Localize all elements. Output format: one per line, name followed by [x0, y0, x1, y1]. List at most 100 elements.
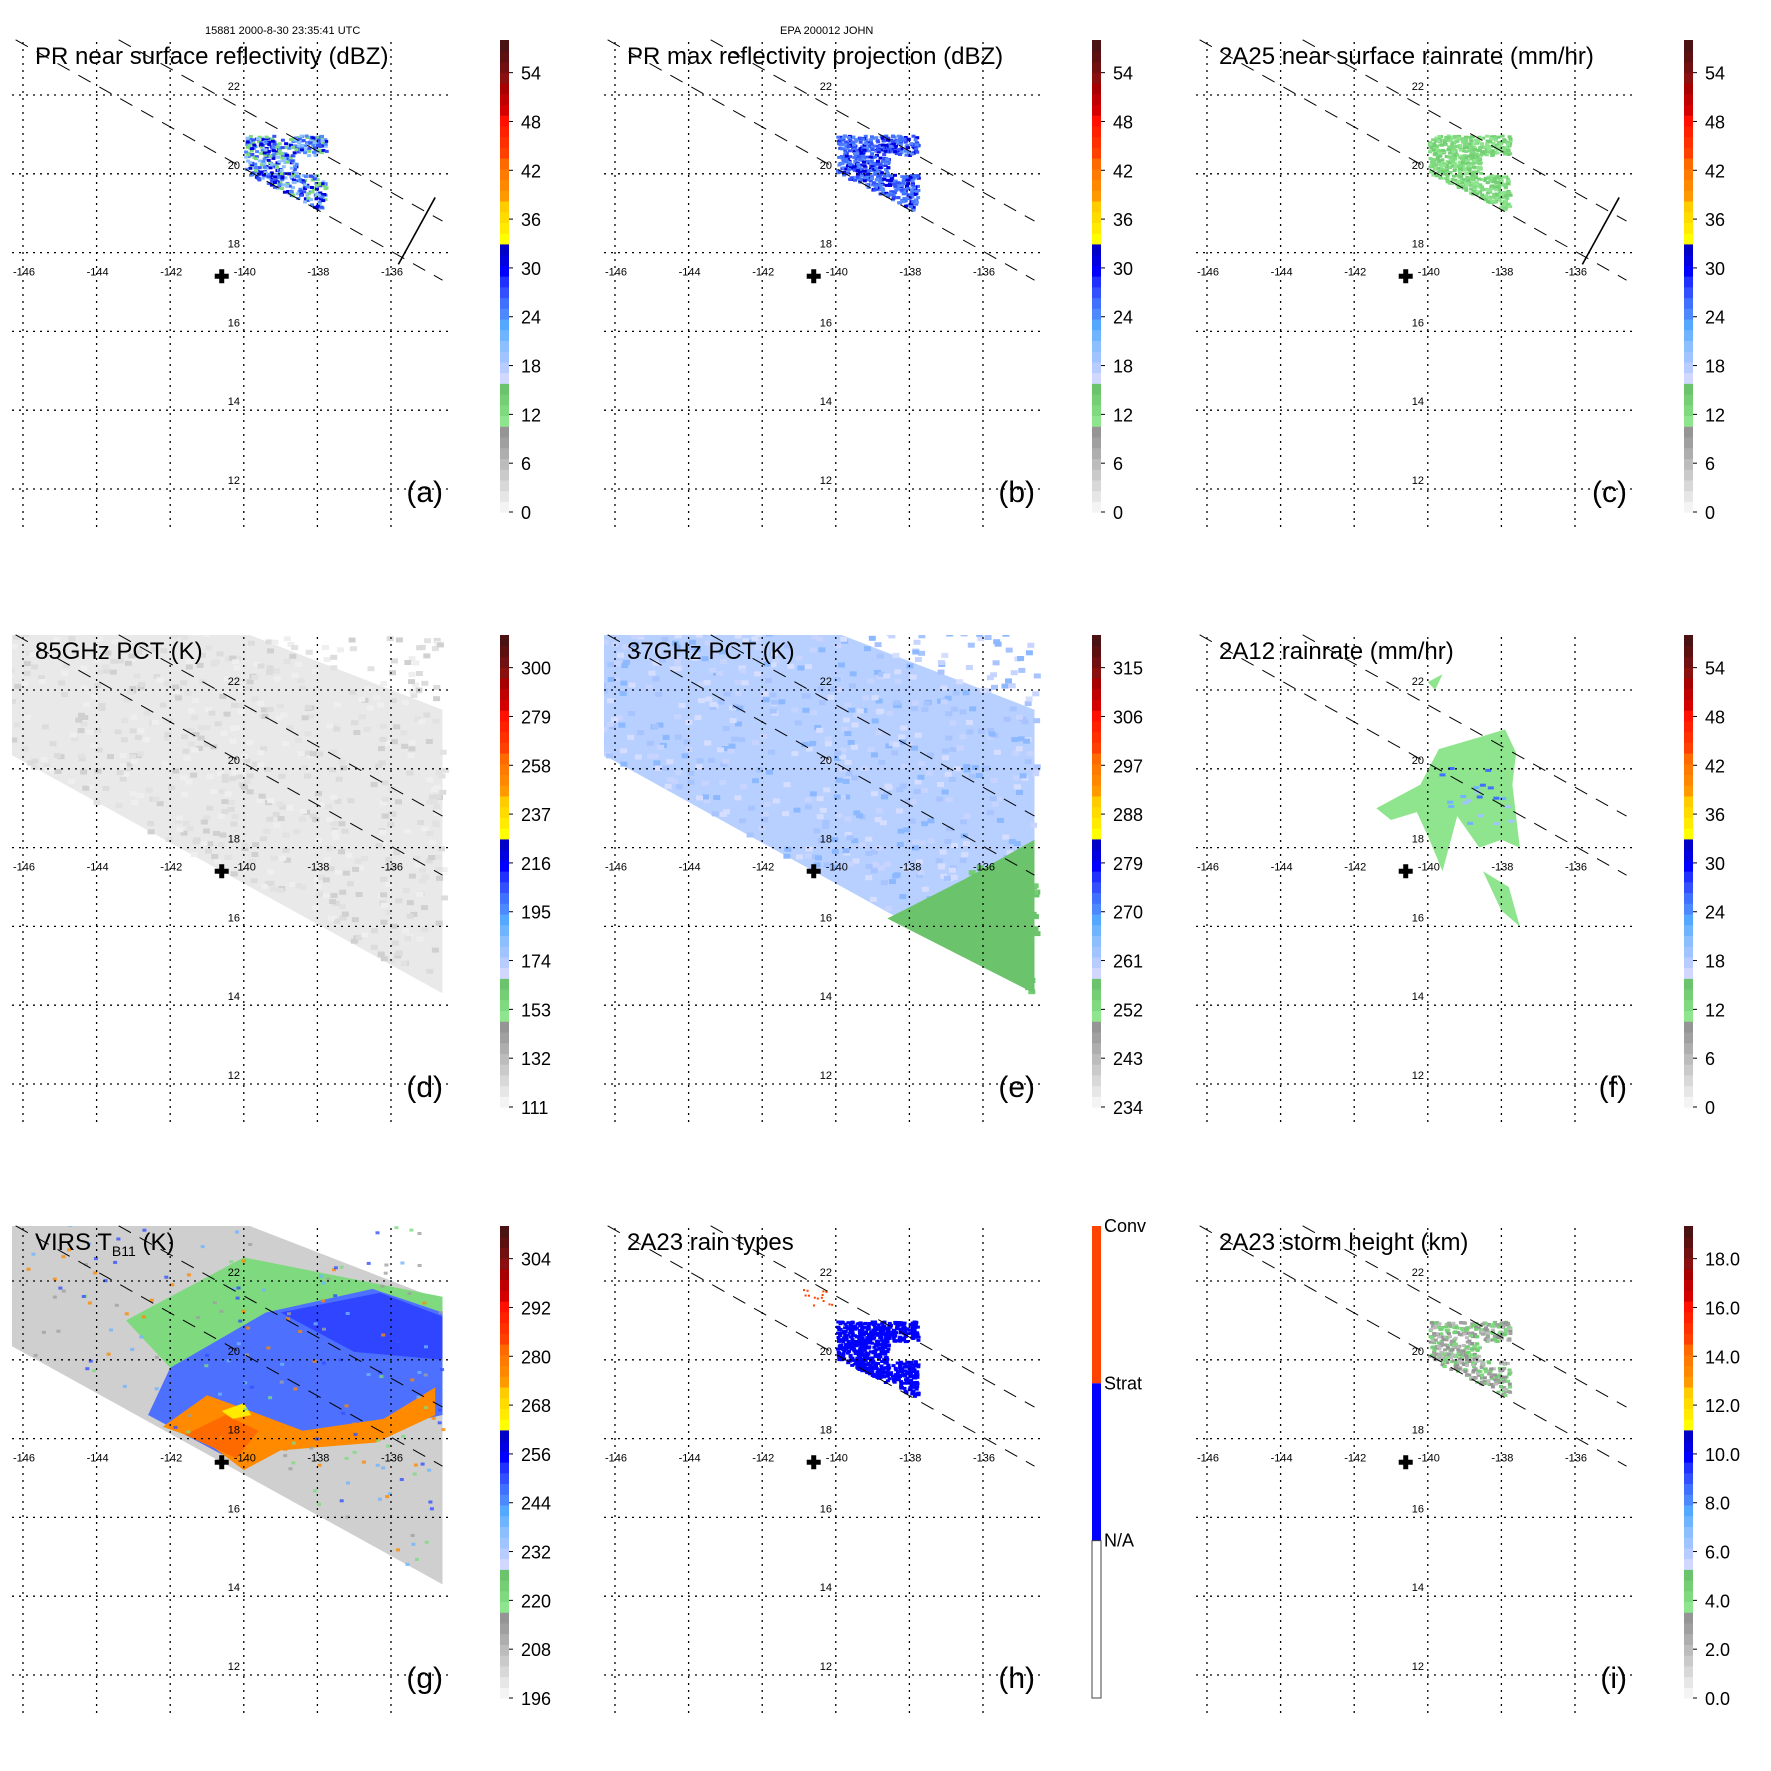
height-pixel [1446, 1352, 1451, 1356]
height-pixel [1437, 1322, 1442, 1326]
echo-pixel [316, 138, 321, 142]
rain-pixel [1492, 137, 1497, 141]
colorbar-segment [1684, 383, 1693, 395]
stratiform-pixel [872, 1345, 877, 1349]
echo-pixel [245, 145, 250, 149]
stratiform-pixel [905, 1376, 910, 1380]
echo-pixel [319, 197, 324, 201]
rain-pixel [1440, 158, 1445, 162]
echo-pixel [884, 168, 889, 171]
echo-pixel [299, 193, 303, 197]
cloud-pixel [41, 1330, 46, 1334]
echo-pixel [894, 152, 899, 156]
swath-pixel [434, 794, 442, 800]
swath-pixel [86, 729, 94, 735]
stratiform-pixel [855, 1359, 860, 1363]
panel-title: 2A12 rainrate (mm/hr) [1219, 638, 1454, 665]
cloud-pixel [366, 1373, 371, 1376]
swath-pixel [943, 875, 951, 881]
rain-pixel [1429, 146, 1434, 150]
swath-pixel [847, 861, 855, 867]
echo-pixel [899, 136, 904, 140]
rain-pixel [1437, 135, 1442, 139]
swath-pixel [959, 734, 967, 740]
rain-pixel [1466, 179, 1471, 183]
swath-pixel [104, 650, 112, 656]
echo-pixel [891, 145, 895, 149]
swath-pixel [416, 936, 424, 942]
swath-pixel [204, 707, 212, 713]
echo-pixel [324, 140, 329, 143]
colorbar-segment [1092, 645, 1101, 658]
echo-pixel [858, 140, 863, 144]
swath-pixel [203, 828, 210, 834]
echo-pixel [280, 156, 285, 160]
echo-pixel [885, 172, 890, 176]
swath-pixel [234, 655, 242, 661]
title-unit: (K) [136, 1229, 175, 1256]
rain-pixel [1456, 174, 1461, 178]
colorbar-segment [500, 1397, 509, 1409]
swath-pixel [223, 676, 231, 682]
colorbar-segment [500, 849, 509, 861]
echo-pixel [857, 165, 862, 169]
swath-pixel [833, 676, 841, 682]
height-pixel [1431, 1339, 1436, 1343]
colorbar-segment [500, 329, 509, 341]
colorbar-segment [500, 946, 509, 958]
swath-pixel [71, 736, 78, 742]
colorbar-tick-label: 268 [521, 1396, 551, 1416]
cloud-pixel [424, 1540, 429, 1544]
echo-pixel [913, 138, 918, 142]
echo-pixel [866, 169, 871, 173]
rain-pixel [1478, 183, 1483, 187]
colorbar-segment [500, 168, 509, 181]
stratiform-pixel [895, 1378, 900, 1381]
swath-pixel [696, 795, 703, 801]
echo-pixel [862, 148, 867, 152]
rain-pixel [1442, 138, 1447, 142]
cloud-pixel [423, 1373, 428, 1377]
swath-pixel [912, 845, 919, 851]
echo-pixel [282, 157, 287, 161]
colorbar-segment [500, 1612, 509, 1624]
swath-pixel [842, 717, 850, 723]
rain-pixel [1465, 145, 1470, 149]
swath-pixel [722, 628, 729, 633]
height-pixel [1476, 1369, 1481, 1373]
swath-pixel [425, 858, 433, 864]
echo-pixel [277, 142, 282, 146]
rain-pixel [1472, 185, 1477, 189]
swath-pixel [664, 783, 672, 789]
echo-pixel [301, 139, 306, 143]
colorbar-segment [500, 394, 509, 406]
rain-pixel [1497, 183, 1502, 187]
echo-pixel [286, 156, 291, 160]
cloud-pixel [339, 1265, 344, 1269]
height-pixel [1469, 1375, 1474, 1379]
colorbar-segment [500, 351, 509, 363]
echo-pixel [844, 157, 849, 161]
echo-pixel [902, 197, 907, 201]
lon-tick-label: -136 [973, 861, 995, 873]
swath-pixel [219, 693, 227, 699]
swath-pixel [720, 761, 728, 767]
echo-pixel [303, 200, 307, 204]
swath-pixel [805, 746, 813, 752]
convective-pixel [813, 1304, 815, 1307]
colorbar-segment [1684, 361, 1693, 374]
rain-pixel [1457, 171, 1462, 175]
swath-pixel [219, 832, 227, 838]
cloud-pixel [188, 1414, 193, 1418]
colorbar-tick-label: 6 [1113, 454, 1123, 474]
stratiform-pixel [857, 1328, 862, 1332]
height-pixel [1461, 1344, 1466, 1347]
swath-pixel [992, 660, 1000, 666]
stratiform-pixel [869, 1369, 874, 1373]
cloud-pixel [383, 1271, 388, 1275]
swath-pixel [291, 645, 299, 651]
echo-pixel [859, 154, 864, 158]
stratiform-pixel [910, 1389, 915, 1393]
swath-pixel [323, 656, 331, 662]
